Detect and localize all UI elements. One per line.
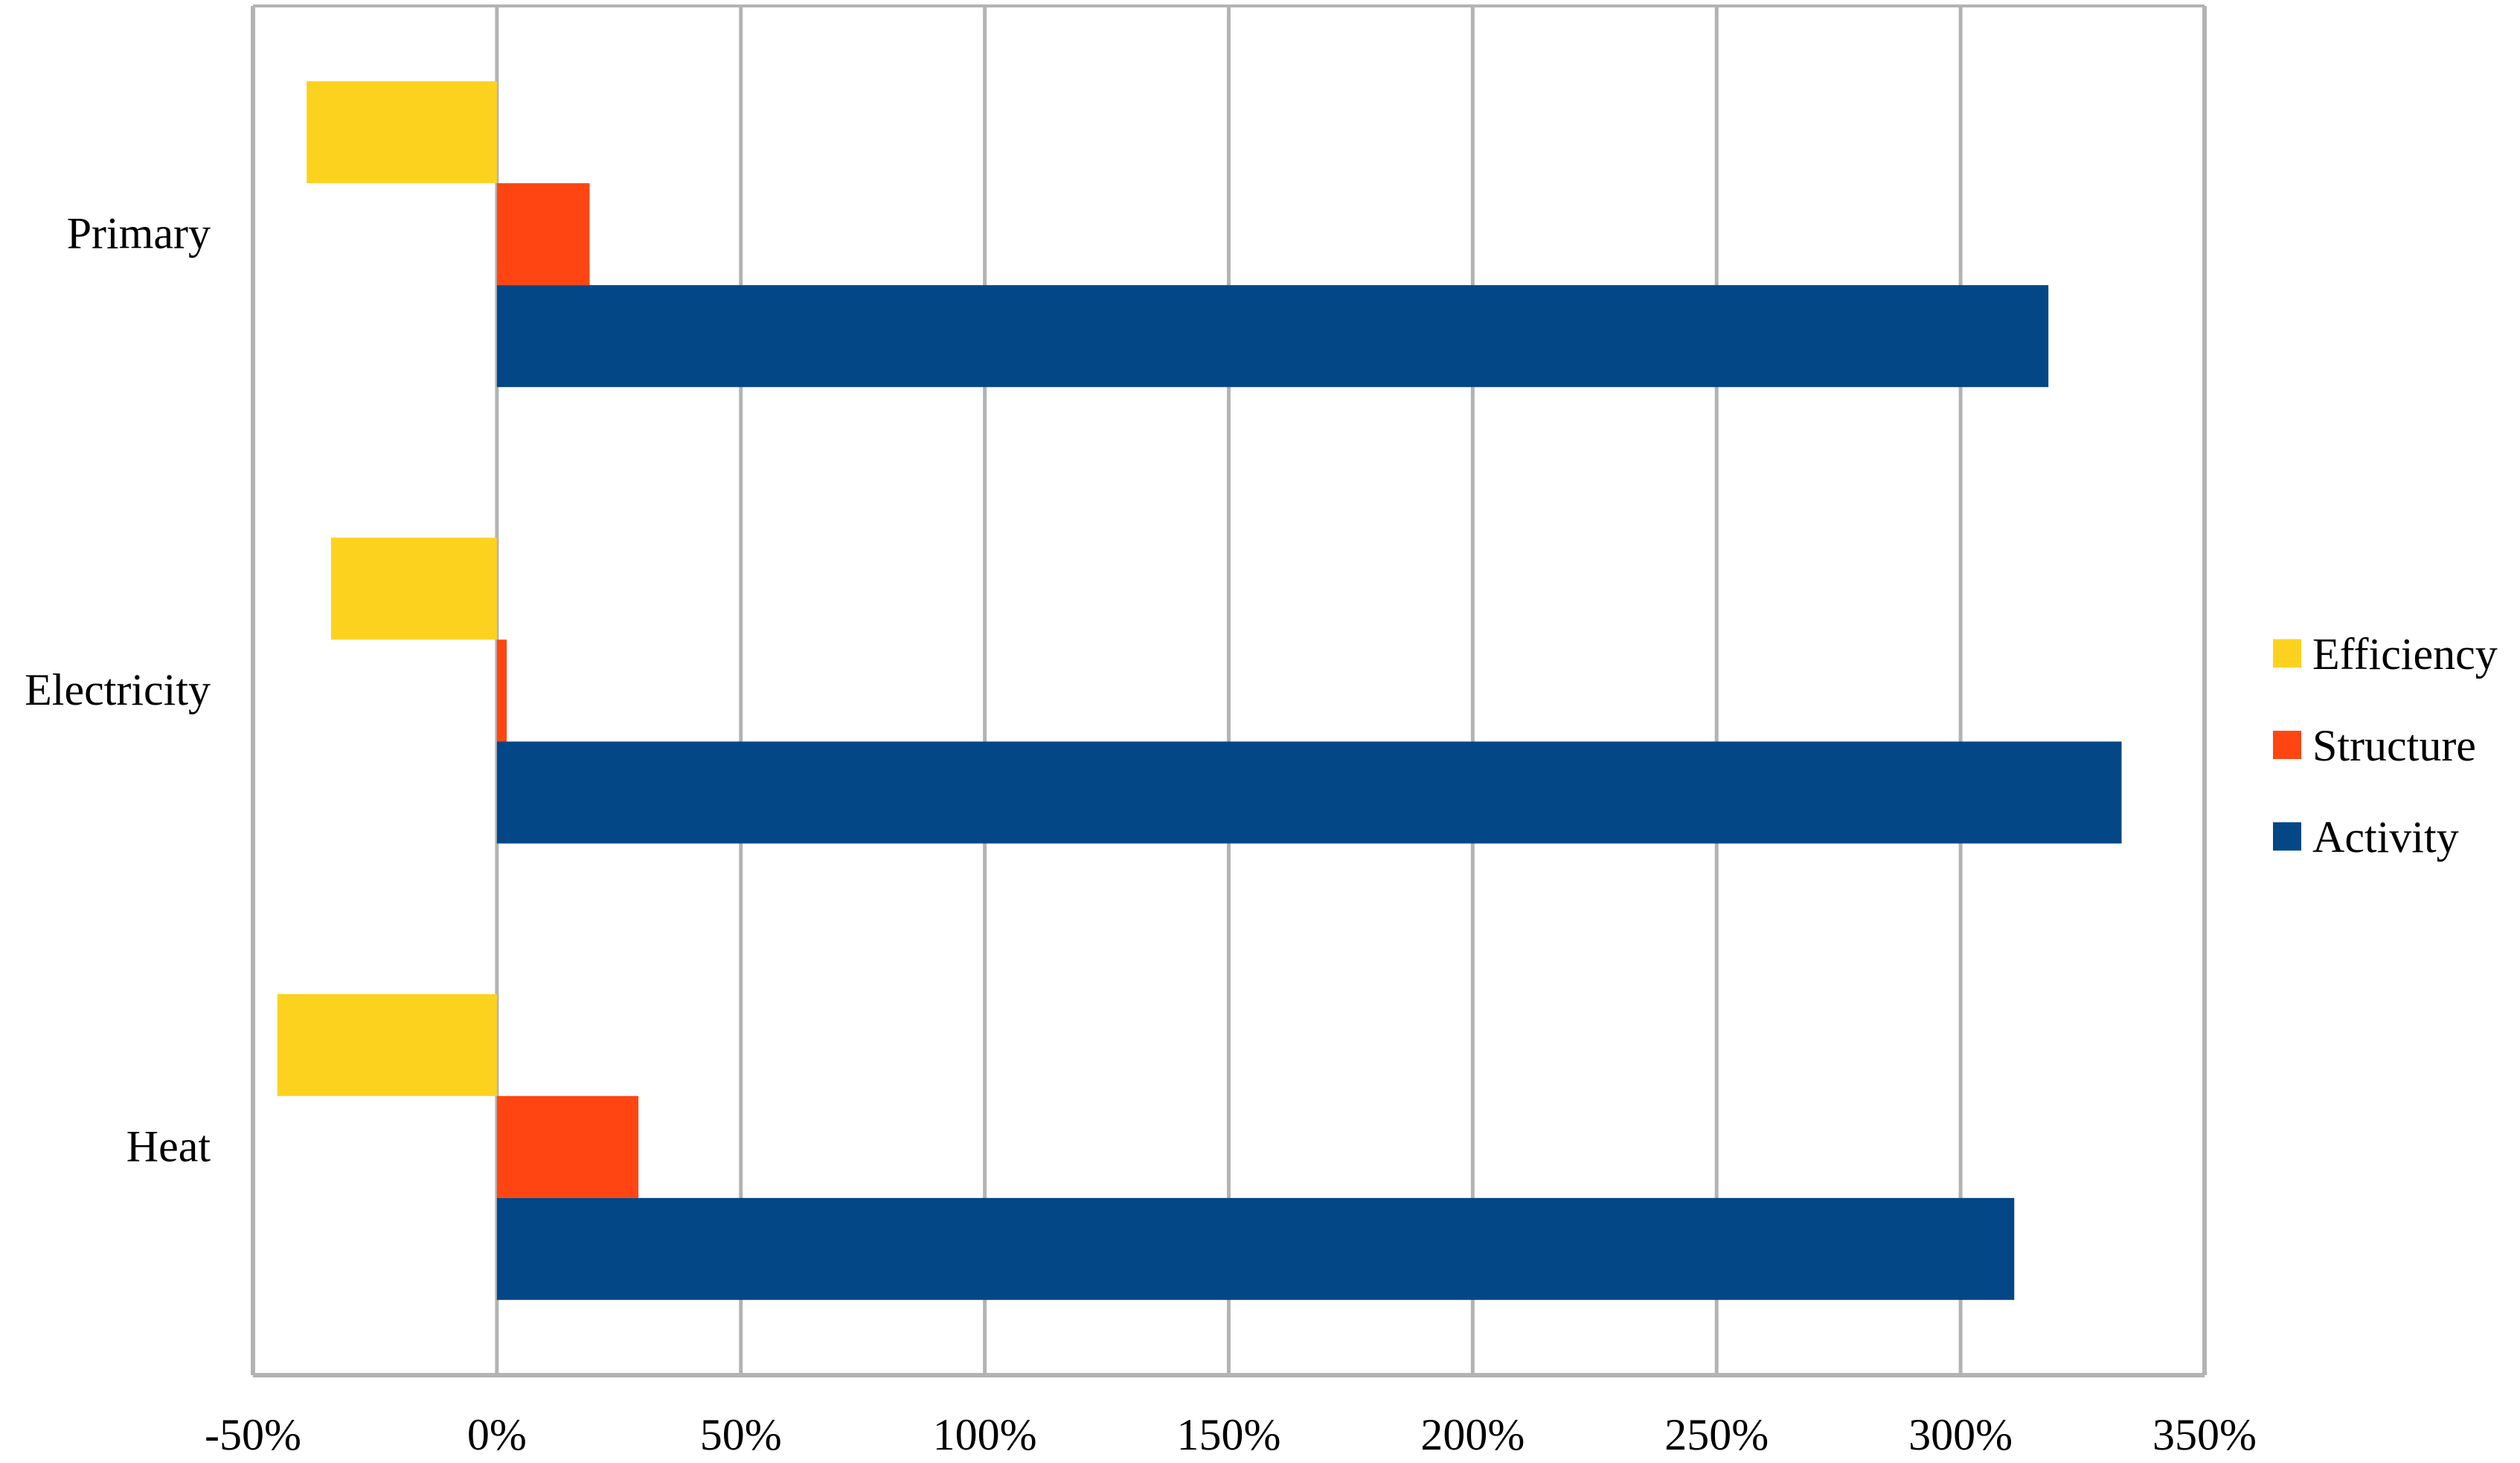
category-label-primary: Primary bbox=[67, 209, 211, 258]
bar-electricity-structure bbox=[496, 639, 507, 742]
x-tick-label: 250% bbox=[1664, 1410, 1769, 1459]
bar-electricity-activity bbox=[496, 741, 2122, 844]
legend-label-structure: Structure bbox=[2312, 721, 2476, 770]
y-axis-category-labels: Primary Electricity Heat bbox=[25, 209, 211, 1171]
bar-electricity-efficiency bbox=[330, 537, 497, 640]
category-label-electricity: Electricity bbox=[25, 665, 211, 714]
plot-frame bbox=[251, 4, 2207, 1377]
x-tick-label: 50% bbox=[700, 1410, 782, 1459]
x-tick-label: 0% bbox=[467, 1410, 527, 1459]
x-tick-label: 150% bbox=[1177, 1410, 1281, 1459]
x-tick-label: 300% bbox=[1908, 1410, 2013, 1459]
x-tick-label: -50% bbox=[205, 1410, 301, 1459]
bar-primary-activity bbox=[496, 285, 2049, 388]
legend-label-efficiency: Efficiency bbox=[2312, 630, 2498, 679]
category-label-heat: Heat bbox=[126, 1121, 211, 1171]
bar-heat-activity bbox=[496, 1197, 2015, 1300]
bar-primary-structure bbox=[496, 183, 590, 286]
x-axis-tick-labels: -50% 0% 50% 100% 150% 200% 250% 300% 350% bbox=[205, 1410, 2257, 1459]
legend-swatch-structure bbox=[2273, 731, 2301, 759]
legend: Efficiency Structure Activity bbox=[2273, 630, 2498, 862]
bar-heat-efficiency bbox=[277, 993, 497, 1096]
x-tick-label: 100% bbox=[933, 1410, 1037, 1459]
bar-heat-structure bbox=[496, 1095, 639, 1198]
legend-swatch-efficiency bbox=[2273, 639, 2301, 668]
x-tick-label: 350% bbox=[2152, 1410, 2257, 1459]
legend-label-activity: Activity bbox=[2312, 813, 2459, 862]
bar-primary-efficiency bbox=[307, 81, 497, 184]
bars bbox=[277, 81, 2122, 1300]
x-tick-label: 200% bbox=[1420, 1410, 1524, 1459]
legend-swatch-activity bbox=[2273, 822, 2301, 851]
